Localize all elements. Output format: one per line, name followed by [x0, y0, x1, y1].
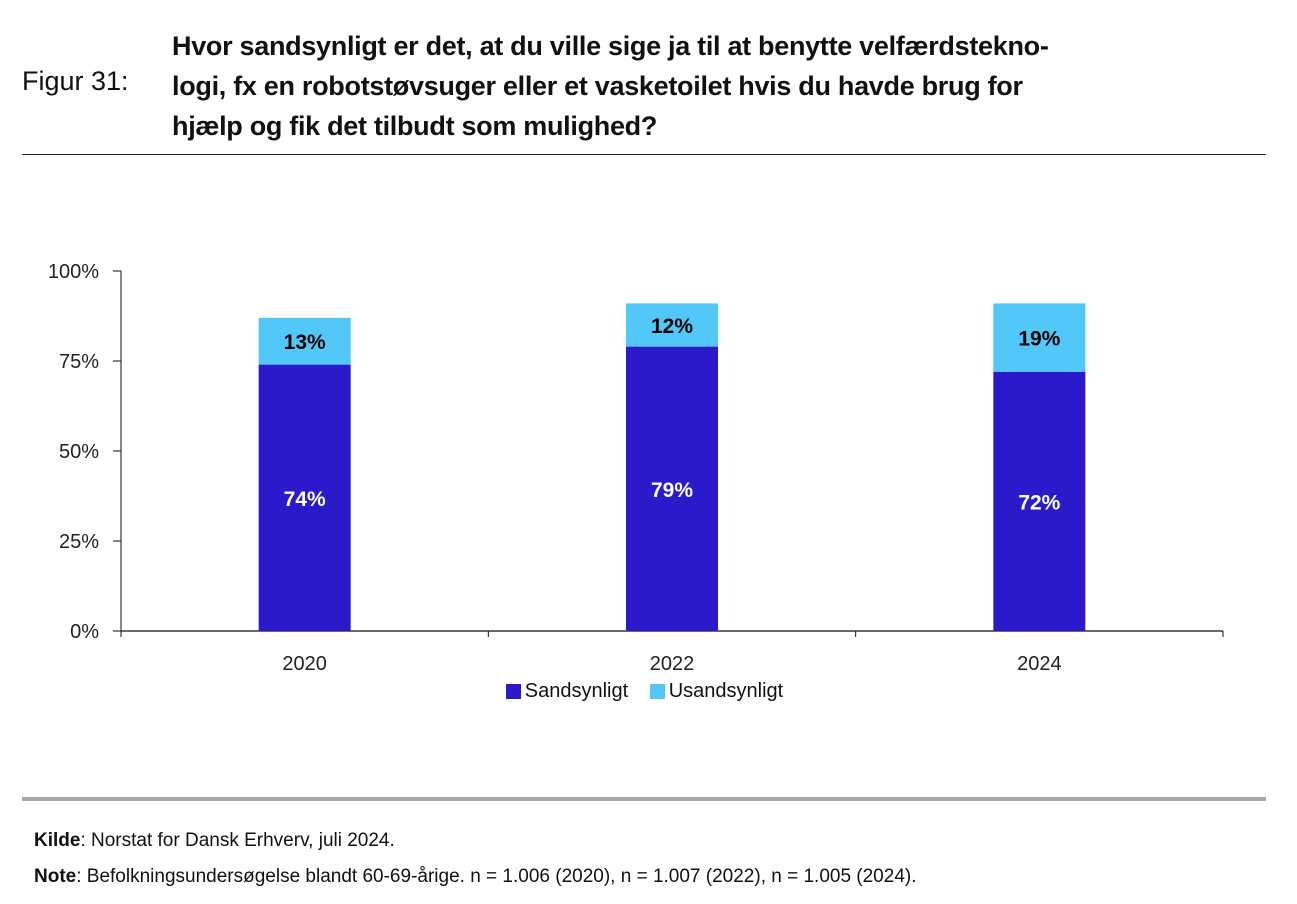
y-tick-label: 50% [59, 441, 99, 463]
figure-label: Figur 31: [22, 66, 129, 96]
legend-item-usandsynligt: Usandsynligt [649, 680, 784, 703]
y-tick-label: 100% [48, 261, 99, 283]
data-label: 72% [1018, 491, 1060, 514]
data-label: 13% [284, 331, 326, 354]
legend-item-sandsynligt: Sandsynligt [505, 680, 629, 703]
source-text: : Norstat for Dansk Erhverv, juli 2024. [80, 830, 395, 851]
note-label: Note [34, 866, 77, 887]
x-tick-label: 2022 [650, 653, 695, 675]
bar-segment-usandsynligt [993, 303, 1086, 372]
bar-segment-usandsynligt [258, 317, 351, 365]
figure-title: Hvor sandsynligt er det, at du ville sig… [172, 26, 1252, 146]
figure-title-line: logi, fx en robotstøvsuger eller et vask… [172, 71, 1023, 101]
data-label: 19% [1018, 328, 1060, 351]
data-label: 12% [651, 315, 693, 338]
bar-segment-usandsynligt [626, 303, 718, 347]
chart-legend: Sandsynligt Usandsynligt [0, 680, 1297, 705]
note-text: : Befolkningsundersøgelse blandt 60-69-å… [76, 866, 917, 887]
x-tick-label: 2024 [1017, 653, 1062, 675]
y-tick-label: 0% [70, 621, 99, 643]
y-tick-label: 75% [59, 351, 99, 373]
data-label: 74% [284, 488, 326, 511]
stacked-bar-chart: 0% 25% 50% 75% 100% 74% 13% 2020 79% 12% 2022 72% 19… [48, 261, 1224, 675]
source-line: Kilde: Norstat for Dansk Erhverv, juli 2… [34, 830, 395, 852]
title-divider [22, 154, 1266, 155]
bar-segment-sandsynligt [993, 371, 1086, 631]
figure-title-line: hjælp og fik det tilbudt som mulighed? [172, 111, 658, 141]
legend-label: Sandsynligt [524, 680, 629, 702]
x-tick-label: 2020 [282, 653, 327, 675]
footer-divider [22, 797, 1266, 801]
legend-swatch-sandsynligt [505, 684, 521, 699]
note-line: Note: Befolkningsundersøgelse blandt 60-… [34, 866, 917, 888]
legend-swatch-usandsynligt [649, 684, 665, 699]
bar-segment-sandsynligt [258, 364, 351, 631]
y-tick-label: 25% [59, 531, 99, 553]
bar-segment-sandsynligt [626, 346, 718, 631]
data-label: 79% [651, 479, 693, 502]
legend-label: Usandsynligt [668, 680, 784, 702]
figure-title-line: Hvor sandsynligt er det, at du ville sig… [172, 31, 1049, 61]
source-label: Kilde [34, 830, 81, 851]
